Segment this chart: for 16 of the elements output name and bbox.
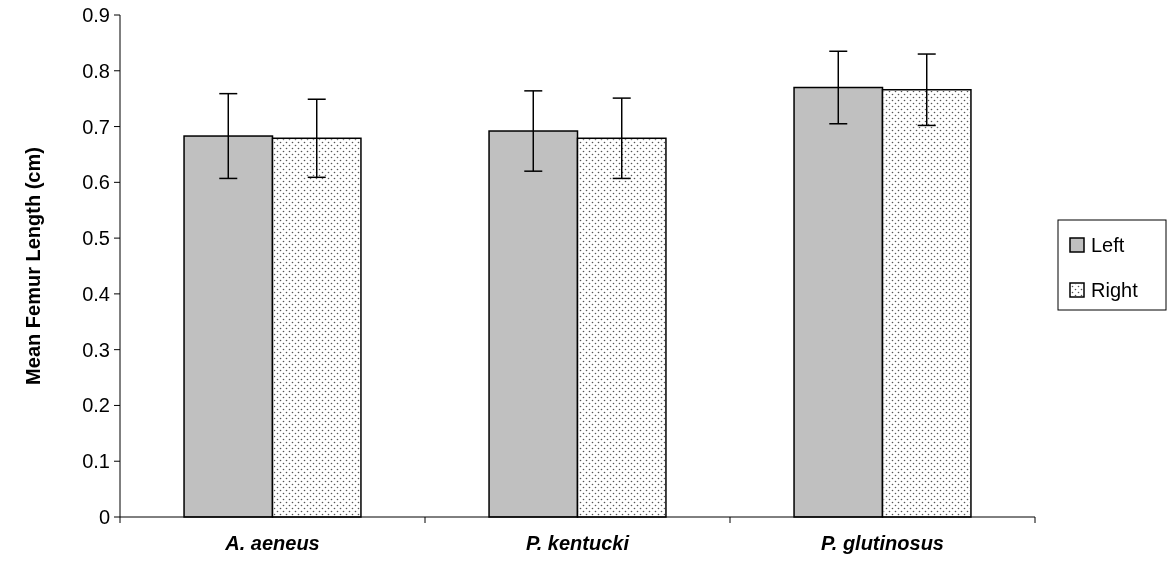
y-tick-label: 0.5 (82, 227, 110, 250)
y-tick-label: 0 (98, 506, 110, 528)
y-tick-label: 0.3 (82, 338, 110, 361)
y-tick-label: 0.8 (82, 59, 110, 82)
y-tick-label: 0.9 (82, 4, 110, 26)
y-tick-label: 0.7 (82, 115, 110, 138)
legend-label: Left (1091, 234, 1125, 256)
y-tick-label: 0.4 (82, 282, 110, 305)
y-tick-label: 0.1 (82, 450, 110, 473)
x-tick-label: A. aeneus (224, 532, 320, 554)
legend-label: Right (1091, 279, 1139, 301)
y-tick-label: 0.6 (82, 171, 110, 194)
x-tick-label: P. kentucki (525, 532, 630, 554)
y-tick-label: 0.2 (82, 394, 110, 417)
y-axis-title: Mean Femur Length (cm) (22, 147, 44, 385)
x-tick-label: P. glutinosus (821, 532, 944, 554)
